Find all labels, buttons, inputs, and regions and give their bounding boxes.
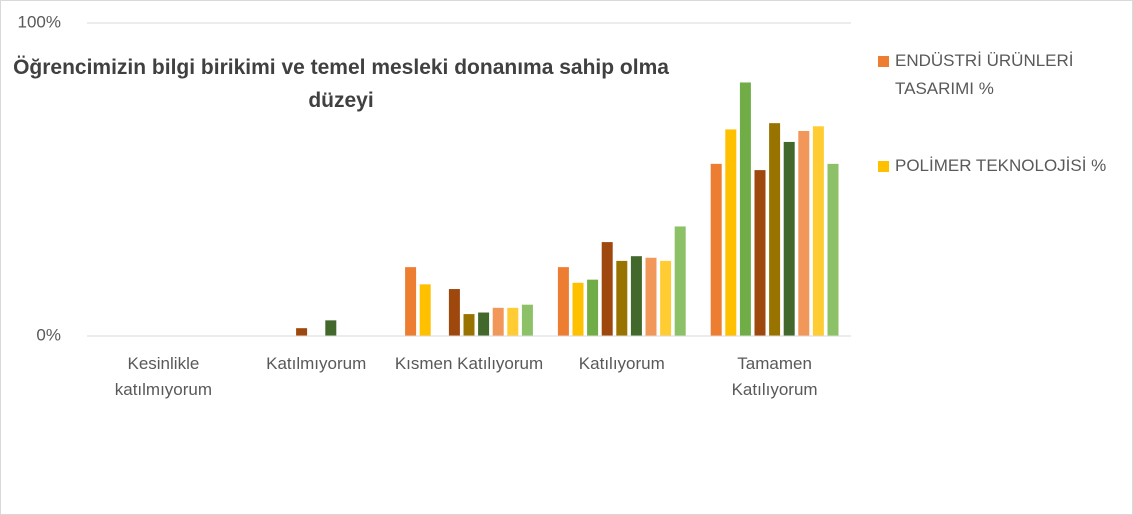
x-tick-label: Katılmıyorum — [266, 354, 367, 373]
bar — [448, 289, 460, 336]
bar — [739, 82, 751, 336]
bar — [478, 312, 490, 336]
bar — [783, 141, 795, 336]
x-tick-label: Kesinlikle katılmıyorum — [114, 354, 213, 399]
bar — [492, 307, 504, 336]
bar — [587, 279, 599, 336]
legend-item: POLİMER TEKNOLOJİSİ % — [878, 152, 1108, 180]
bar — [616, 260, 628, 336]
bar — [725, 129, 737, 336]
y-tick-label: 0% — [36, 325, 61, 344]
bar — [674, 226, 686, 336]
bar — [405, 267, 417, 336]
bar — [630, 256, 642, 336]
bar — [812, 126, 824, 336]
bar — [769, 123, 781, 336]
bar — [463, 314, 475, 336]
bar — [754, 170, 766, 336]
y-tick-label: 100% — [18, 12, 61, 31]
legend-item: ENDÜSTRİ ÜRÜNLERİ TASARIMI % — [878, 47, 1108, 103]
bar — [296, 328, 308, 336]
legend-swatch — [878, 56, 889, 67]
bar — [325, 320, 337, 336]
bar — [601, 242, 613, 336]
bar — [507, 307, 519, 336]
bar — [827, 163, 839, 336]
x-tick-label: Katılıyorum — [578, 354, 665, 373]
bar — [572, 282, 584, 336]
bar — [419, 284, 431, 336]
legend-swatch — [878, 161, 889, 172]
bar — [645, 257, 657, 336]
chart-title: Öğrencimizin bilgi birikimi ve temel mes… — [13, 56, 669, 112]
legend-label: POLİMER TEKNOLOJİSİ % — [895, 156, 1107, 175]
bar — [557, 267, 569, 336]
bar — [521, 304, 533, 336]
x-tick-label: Kısmen Katılıyorum — [394, 354, 544, 373]
bar — [710, 163, 722, 336]
x-tick-label: Tamamen Katılıyorum — [731, 354, 818, 399]
bar — [660, 260, 672, 336]
legend-label: ENDÜSTRİ ÜRÜNLERİ TASARIMI % — [895, 51, 1074, 98]
bar — [798, 130, 810, 336]
